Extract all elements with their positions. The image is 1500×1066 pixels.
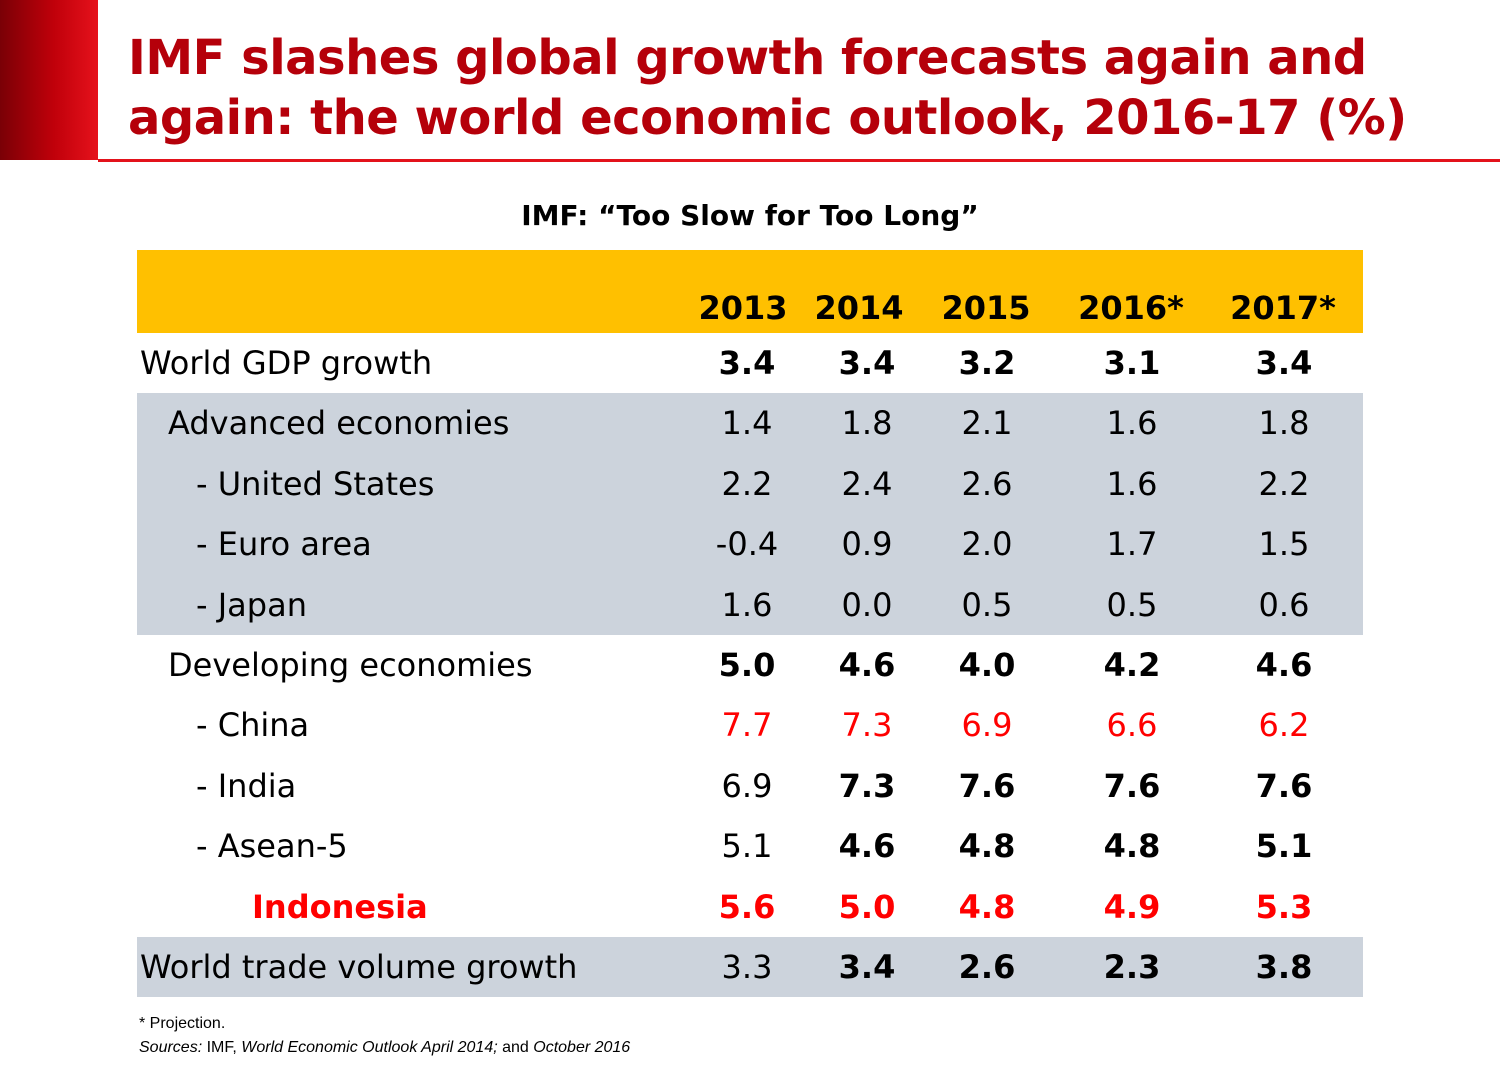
accent-bar [0, 0, 98, 160]
cell-value: 3.2 [958, 344, 1016, 382]
cell-value: 6.9 [721, 766, 773, 805]
cell-value: 4.2 [1103, 645, 1161, 684]
cell-value: 7.6 [958, 766, 1016, 805]
cell-value: 1.6 [1106, 404, 1158, 443]
sources-and: and [497, 1039, 534, 1056]
cell-value: -0.4 [715, 525, 779, 564]
cell-value: 2.2 [721, 464, 773, 503]
cell-value: 0.0 [841, 585, 893, 624]
cell-value: 7.3 [838, 766, 896, 805]
cell-value: 0.5 [1106, 585, 1158, 624]
sources-note: Sources: IMF, World Economic Outlook Apr… [139, 1036, 630, 1060]
projection-note: * Projection. [139, 1015, 226, 1032]
row-label: - China [196, 706, 310, 745]
cell-value: 4.6 [838, 645, 896, 684]
cell-value: 6.2 [1258, 706, 1310, 745]
row-label: - United States [196, 464, 435, 503]
table-row: - Euro area -0.4 0.9 2.0 1.7 1.5 [137, 514, 1363, 575]
cell-value: 3.3 [721, 947, 773, 986]
cell-value: 7.7 [721, 706, 773, 745]
column-header-2017: 2017* [1230, 289, 1336, 327]
cell-value: 4.8 [958, 887, 1016, 926]
cell-value: 2.2 [1258, 464, 1310, 503]
cell-value: 7.6 [1255, 766, 1313, 805]
column-header-2016: 2016* [1078, 289, 1184, 327]
cell-value: 3.4 [1255, 344, 1313, 382]
table-subtitle: IMF: “Too Slow for Too Long” [521, 199, 979, 232]
cell-value: 4.9 [1103, 887, 1161, 926]
cell-value: 5.3 [1255, 887, 1313, 926]
table-row: World GDP growth 3.4 3.4 3.2 3.1 3.4 [137, 333, 1363, 393]
cell-value: 0.5 [961, 585, 1013, 624]
column-header-2015: 2015 [941, 289, 1031, 327]
row-label: World trade volume growth [140, 947, 578, 986]
cell-value: 2.6 [961, 464, 1013, 503]
cell-value: 2.3 [1103, 947, 1161, 986]
cell-value: 4.6 [838, 827, 896, 866]
title-underline [98, 159, 1500, 162]
table-row: - United States 2.2 2.4 2.6 1.6 2.2 [137, 453, 1363, 515]
cell-value: 3.8 [1255, 947, 1313, 986]
cell-value: 0.9 [841, 525, 893, 564]
table-row: Developing economies 5.0 4.6 4.0 4.2 4.6 [137, 635, 1363, 695]
row-label: - India [196, 766, 297, 805]
table-row: World trade volume growth 3.3 3.4 2.6 2.3 3.8 [137, 936, 1363, 998]
cell-value: 3.4 [838, 344, 896, 382]
row-label: Developing economies [168, 645, 533, 684]
cell-value: 4.0 [958, 645, 1016, 684]
row-label: - Euro area [196, 525, 372, 564]
outlook-table: 2013 2014 2015 2016* 2017* World GDP gro… [137, 250, 1363, 998]
cell-value: 1.7 [1106, 525, 1158, 564]
sources-label: Sources: [139, 1039, 203, 1056]
row-label: Advanced economies [168, 404, 510, 443]
slide-title: IMF slashes global growth forecasts agai… [128, 30, 1407, 146]
cell-value: 5.1 [1255, 827, 1313, 866]
row-label: Indonesia [252, 887, 428, 926]
cell-value: 1.6 [721, 585, 773, 624]
cell-value: 4.8 [1103, 827, 1161, 866]
cell-value: 7.6 [1103, 766, 1161, 805]
cell-value: 1.8 [1258, 404, 1310, 443]
column-header-2013: 2013 [698, 289, 788, 327]
table-row: - India 6.9 7.3 7.6 7.6 7.6 [137, 756, 1363, 816]
cell-value: 2.6 [958, 947, 1016, 986]
cell-value: 0.6 [1258, 585, 1310, 624]
row-label: - Asean-5 [196, 827, 348, 866]
cell-value: 7.3 [841, 706, 893, 745]
table-header-row: 2013 2014 2015 2016* 2017* [137, 250, 1363, 333]
cell-value: 4.8 [958, 827, 1016, 866]
sources-org: IMF, [202, 1039, 242, 1056]
cell-value: 1.4 [721, 404, 773, 443]
column-header-2014: 2014 [814, 289, 904, 327]
table-body: World GDP growth 3.4 3.4 3.2 3.1 3.4 Advanced … [137, 333, 1363, 998]
cell-value: 3.1 [1103, 344, 1161, 382]
footnotes: * Projection. Sources: IMF, World Econom… [139, 1012, 630, 1060]
source-weo-2014: World Economic Outlook April 2014; [241, 1039, 498, 1056]
table-row: Advanced economies 1.4 1.8 2.1 1.6 1.8 [137, 393, 1363, 454]
cell-value: 5.0 [718, 645, 776, 684]
row-label: - Japan [196, 585, 307, 624]
row-label: World GDP growth [140, 344, 433, 382]
cell-value: 1.8 [841, 404, 893, 443]
source-weo-2016: October 2016 [533, 1039, 631, 1056]
cell-value: 2.0 [961, 525, 1013, 564]
cell-value: 3.4 [838, 947, 896, 986]
cell-value: 1.6 [1106, 464, 1158, 503]
table-row: - China 7.7 7.3 6.9 6.6 6.2 [137, 695, 1363, 755]
cell-value: 6.6 [1106, 706, 1158, 745]
cell-value: 6.9 [961, 706, 1013, 745]
cell-value: 4.6 [1255, 645, 1313, 684]
cell-value: 1.5 [1258, 525, 1310, 564]
cell-value: 2.1 [961, 404, 1013, 443]
table-row: Indonesia 5.6 5.0 4.8 4.9 5.3 [137, 877, 1363, 937]
cell-value: 5.1 [721, 827, 773, 866]
cell-value: 5.0 [838, 887, 896, 926]
table-row: - Asean-5 5.1 4.6 4.8 4.8 5.1 [137, 816, 1363, 876]
cell-value: 5.6 [718, 887, 776, 926]
cell-value: 2.4 [841, 464, 893, 503]
table-row: - Japan 1.6 0.0 0.5 0.5 0.6 [137, 574, 1363, 635]
cell-value: 3.4 [718, 344, 776, 382]
